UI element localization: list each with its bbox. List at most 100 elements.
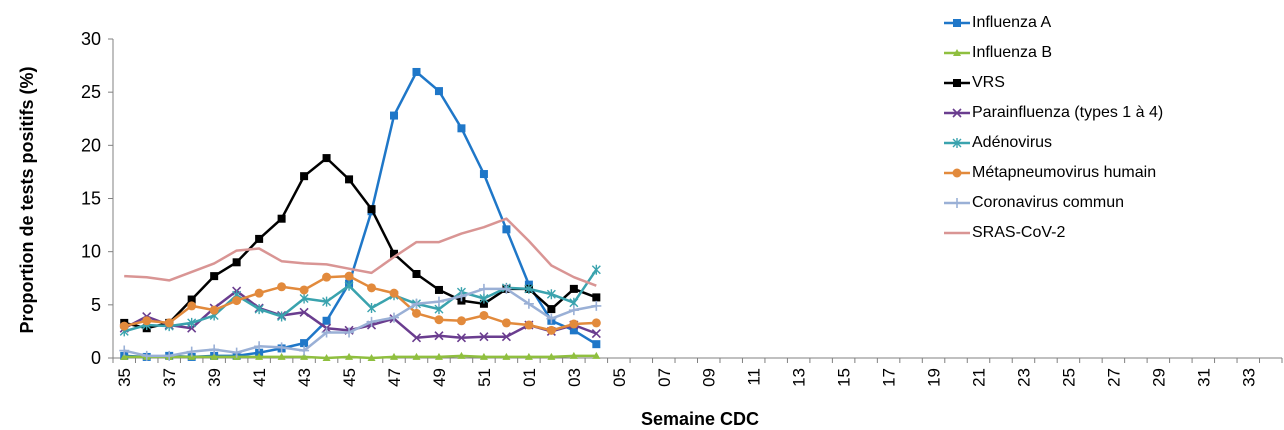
series-line	[123, 274, 597, 332]
data-point	[299, 307, 309, 317]
data-point-circle	[164, 318, 174, 328]
legend-item: Influenza B	[942, 38, 1282, 68]
data-point-square	[412, 269, 421, 278]
data-point-square	[592, 340, 601, 349]
data-point	[952, 198, 962, 208]
data-point-circle	[479, 310, 489, 320]
data-point	[344, 280, 354, 291]
data-point	[231, 347, 242, 358]
legend-key	[944, 19, 970, 27]
legend-item: Influenza A	[942, 8, 1282, 38]
data-point-circle	[209, 305, 219, 315]
data-point-triangle	[569, 351, 578, 359]
data-point	[479, 332, 489, 342]
y-tick-label: 0	[91, 348, 101, 368]
data-point-circle	[142, 316, 152, 326]
data-point	[434, 331, 444, 341]
data-point-x	[952, 108, 962, 118]
legend-label: Coronavirus commun	[972, 194, 1125, 211]
data-point	[390, 249, 399, 258]
data-point-triangle	[120, 352, 129, 360]
series-coronavirus-commun	[119, 283, 602, 361]
data-point-triangle	[479, 352, 488, 360]
data-point	[502, 225, 511, 234]
data-point-plus	[119, 345, 130, 356]
data-point	[411, 308, 421, 318]
series-influenza-a	[120, 67, 601, 361]
x-tick-label: 17	[880, 368, 899, 387]
data-point	[411, 298, 422, 309]
data-point	[299, 285, 309, 295]
data-point-plus	[209, 344, 220, 355]
data-point-asterisk	[524, 283, 534, 294]
data-point-circle	[501, 318, 511, 328]
data-point-square	[277, 214, 286, 223]
x-tick-label: 25	[1059, 368, 1078, 387]
data-point-square	[479, 170, 488, 179]
legend-item: VRS	[942, 68, 1282, 98]
data-point-plus	[299, 345, 310, 356]
data-point	[501, 318, 511, 328]
data-point	[254, 341, 265, 352]
legend-key	[944, 168, 970, 178]
data-point-circle	[591, 318, 601, 328]
data-point	[524, 352, 533, 360]
legend-key	[944, 49, 970, 56]
data-point-square	[434, 285, 443, 294]
data-point-plus	[231, 347, 242, 358]
data-point	[254, 304, 264, 315]
data-point-square	[187, 295, 196, 304]
x-tick-label: 35	[115, 368, 134, 387]
y-axis-title: Proportion de tests positifs (%)	[17, 66, 37, 333]
data-point-circle	[277, 282, 287, 292]
data-point-x	[479, 332, 489, 342]
data-point	[255, 234, 264, 243]
data-point	[546, 289, 556, 300]
data-point-plus	[501, 283, 512, 294]
y-tick-label: 20	[81, 135, 101, 155]
data-point	[591, 318, 601, 328]
data-point-square	[953, 19, 961, 27]
data-point	[479, 299, 488, 308]
data-point	[186, 346, 197, 357]
data-point	[479, 352, 488, 360]
data-point-circle	[456, 316, 466, 326]
legend-label: Influenza A	[972, 14, 1052, 31]
x-tick-label: 23	[1014, 368, 1033, 387]
data-point-square	[255, 234, 264, 243]
legend-key	[944, 198, 970, 208]
x-tick-label: 47	[385, 368, 404, 387]
data-point	[569, 326, 578, 335]
data-point	[367, 354, 376, 361]
data-point	[434, 352, 443, 360]
data-point	[456, 333, 467, 343]
data-point	[591, 300, 602, 311]
data-point-plus	[523, 298, 534, 309]
data-point	[592, 293, 601, 302]
data-point-asterisk	[254, 304, 264, 315]
data-point	[366, 316, 377, 327]
data-point-asterisk	[479, 293, 489, 304]
data-point	[546, 325, 556, 335]
data-point	[345, 352, 354, 360]
data-point	[277, 282, 287, 292]
series-line	[124, 354, 597, 360]
data-point	[952, 168, 962, 178]
data-point-x	[434, 331, 444, 341]
data-point-triangle	[412, 352, 421, 360]
y-tick-label: 10	[81, 242, 101, 262]
data-point-square	[367, 205, 376, 214]
data-point-asterisk	[322, 296, 332, 307]
data-point	[321, 327, 332, 338]
data-point-plus	[344, 327, 355, 338]
data-point-circle	[187, 301, 197, 311]
data-point	[478, 283, 489, 294]
data-point-x	[299, 307, 309, 317]
data-point	[142, 316, 152, 326]
data-point-triangle	[390, 352, 399, 360]
data-point	[479, 170, 488, 179]
data-point	[300, 339, 309, 348]
data-point	[479, 310, 489, 320]
x-tick-label: 27	[1104, 368, 1123, 387]
data-point-plus	[254, 341, 265, 352]
